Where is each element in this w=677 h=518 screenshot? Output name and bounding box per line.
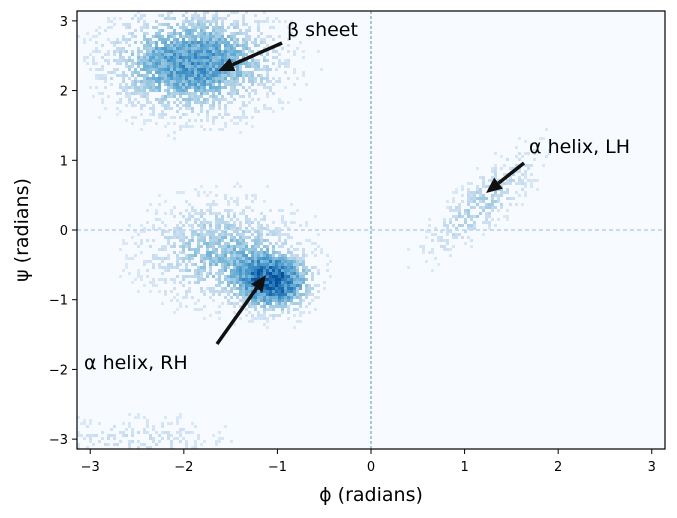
arrow-icon — [215, 287, 259, 346]
x-tick-label: −2 — [174, 460, 193, 475]
y-tick-label: −2 — [49, 363, 68, 378]
annotation-label: α helix, LH — [529, 136, 630, 158]
y-tick-label: −3 — [49, 433, 68, 448]
arrow-icon — [231, 41, 283, 67]
y-tick-label: 1 — [60, 154, 68, 169]
arrowhead-icon — [218, 58, 236, 71]
x-tick-label: 0 — [367, 460, 375, 475]
x-tick-label: 3 — [648, 460, 656, 475]
arrowhead-icon — [251, 275, 266, 293]
x-tick-label: −3 — [81, 460, 100, 475]
x-tick-label: 2 — [554, 460, 562, 475]
y-tick-label: 3 — [60, 15, 68, 30]
y-axis-ticks: −3 −2 −1 0 1 2 3 — [49, 15, 77, 448]
y-tick-label: 2 — [60, 85, 68, 100]
annotation-label: α helix, RH — [84, 352, 188, 374]
zero-lines — [77, 11, 665, 449]
arrow-icon — [497, 161, 526, 185]
y-tick-label: 0 — [60, 224, 68, 239]
x-axis-label: ϕ (radians) — [319, 484, 423, 506]
x-tick-label: −1 — [268, 460, 287, 475]
x-tick-label: 1 — [460, 460, 468, 475]
annotation-label: β sheet — [287, 19, 358, 41]
annotations: β sheet α helix, LH α helix, RH — [84, 19, 630, 374]
arrowhead-icon — [486, 177, 503, 193]
y-tick-label: −1 — [49, 294, 68, 309]
y-axis-label: ψ (radians) — [11, 178, 33, 282]
x-axis-ticks: −3 −2 −1 0 1 2 3 — [81, 449, 656, 475]
